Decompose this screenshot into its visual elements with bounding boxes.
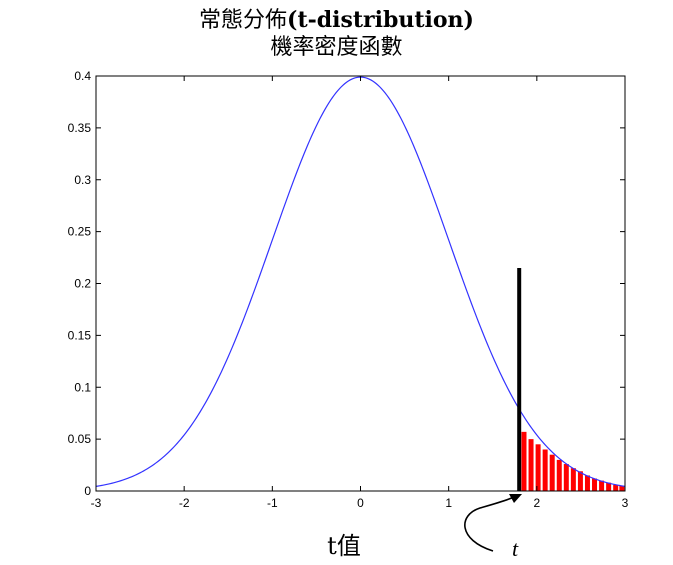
tail-bar (592, 478, 598, 491)
tail-bar (535, 444, 541, 491)
y-tick-label: 0.15 (68, 328, 92, 342)
density-curve (96, 76, 625, 487)
x-tick-label: -1 (267, 496, 278, 510)
y-tick-label: 0.2 (74, 277, 91, 291)
t-annotation-label: t (512, 536, 519, 561)
t-pointer-arrow (464, 496, 515, 552)
y-tick-label: 0.35 (68, 121, 92, 135)
x-tick-label: 1 (445, 496, 452, 510)
tail-bar (570, 468, 576, 491)
x-tick-label: -2 (179, 496, 190, 510)
x-tick-label: -3 (91, 496, 102, 510)
y-tick-label: 0 (84, 484, 91, 498)
chart-title-cjk: 常態分佈 (199, 8, 288, 33)
tail-bar (563, 464, 569, 491)
y-tick-label: 0.05 (68, 432, 92, 446)
chart-title-line-2: 機率密度函數 (270, 35, 403, 60)
x-axis-label: t值 (327, 532, 361, 560)
chart-title-line-1: 常態分佈(t-distribution) (0, 7, 673, 34)
x-tick-label: 0 (357, 496, 364, 510)
y-tick-label: 0.25 (68, 225, 92, 239)
tail-bar (584, 475, 590, 491)
x-tick-label: 2 (533, 496, 540, 510)
tail-bar (599, 480, 605, 491)
x-tick-label: 3 (622, 496, 629, 510)
tail-bar (528, 439, 534, 491)
arrow-head-icon (509, 494, 522, 503)
shaded-tail (521, 431, 625, 491)
tail-bar (613, 484, 619, 491)
axis-ticks: -3 -2 -1 0 1 2 3 0 0.05 0.1 0.15 0.2 0.25 0.3 0.35 0.4 (68, 69, 629, 510)
chart-title-latin: (t-distribution) (287, 7, 474, 33)
y-tick-label: 0.4 (74, 69, 91, 83)
y-tick-label: 0.1 (74, 380, 91, 394)
tail-bar (619, 485, 625, 491)
tail-bar (577, 471, 583, 491)
tail-bar (549, 454, 555, 491)
tail-bar (521, 431, 527, 491)
tail-bar (606, 482, 612, 491)
tail-bar (542, 449, 548, 491)
plot-frame (95, 75, 626, 492)
y-tick-label: 0.3 (74, 173, 91, 187)
tail-bar (556, 459, 562, 491)
